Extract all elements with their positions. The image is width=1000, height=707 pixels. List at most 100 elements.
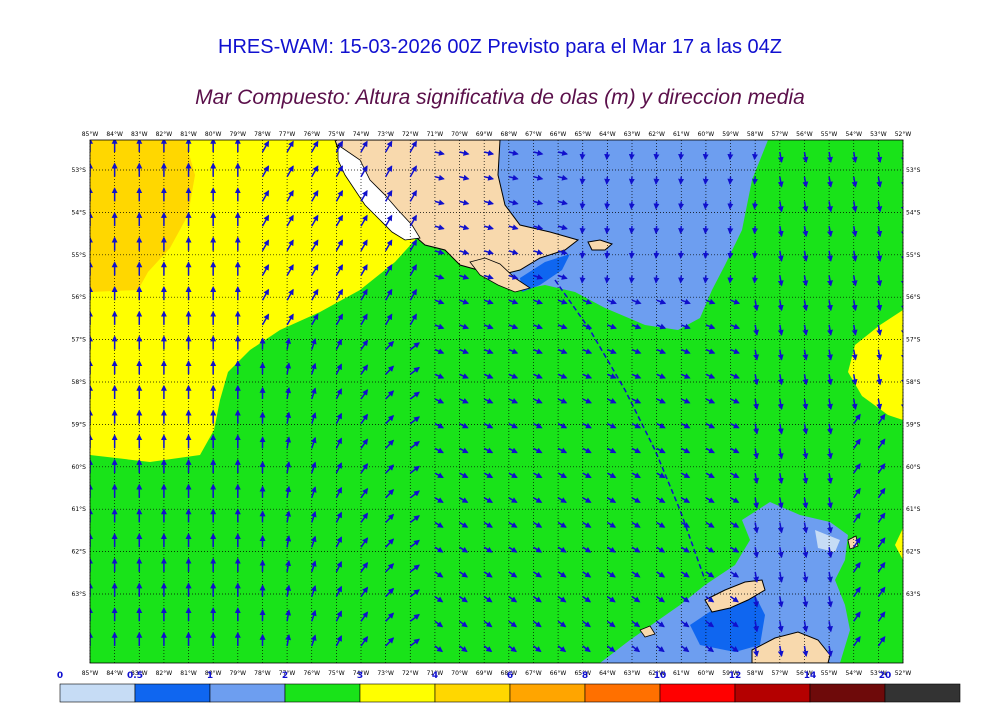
wave-direction-arrow xyxy=(607,348,617,354)
legend-label: 4 xyxy=(432,671,438,681)
wave-direction-arrow xyxy=(727,201,734,210)
longitude-label: 81°W xyxy=(180,131,197,138)
wave-direction-arrow xyxy=(730,323,741,330)
wave-direction-arrow xyxy=(508,249,519,255)
wave-direction-arrow xyxy=(385,439,395,449)
wave-direction-arrow xyxy=(384,140,393,153)
latitude-label: 60°S xyxy=(72,464,87,471)
wave-direction-arrow xyxy=(606,521,617,528)
land-antarctic-peninsula xyxy=(751,631,831,663)
longitude-label: 55°W xyxy=(821,670,838,677)
wave-direction-arrow xyxy=(582,645,591,653)
longitude-labels-top: 85°W 84°W 83°W 82°W 81°W 80°W 79°W 78°W 77°W 76°W… xyxy=(82,131,912,138)
wave-direction-arrow xyxy=(533,373,543,379)
wave-direction-arrow xyxy=(459,149,470,156)
wave-direction-arrow xyxy=(285,411,292,424)
wave-direction-arrow xyxy=(484,149,495,156)
wave-direction-arrow xyxy=(653,250,660,259)
wave-direction-arrow xyxy=(533,174,544,181)
wave-direction-arrow xyxy=(702,201,709,210)
wave-direction-arrow xyxy=(311,239,319,252)
wave-direction-arrow xyxy=(360,512,369,523)
wave-direction-arrow xyxy=(777,374,784,386)
wave-direction-arrow xyxy=(604,226,611,235)
wave-direction-arrow xyxy=(853,438,861,449)
wave-direction-arrow xyxy=(853,537,861,548)
wave-direction-arrow xyxy=(730,497,740,503)
wave-direction-arrow xyxy=(459,571,469,578)
wave-direction-arrow xyxy=(508,298,519,305)
wave-direction-arrow xyxy=(579,201,586,210)
wave-direction-arrow xyxy=(533,348,543,354)
wave-direction-arrow xyxy=(286,214,294,227)
wave-direction-arrow xyxy=(753,349,760,361)
wave-direction-arrow xyxy=(853,512,861,523)
wave-direction-arrow xyxy=(705,620,715,628)
wave-direction-arrow xyxy=(582,546,592,553)
wave-direction-arrow xyxy=(582,298,593,305)
wave-direction-arrow xyxy=(802,423,809,435)
wave-direction-arrow xyxy=(705,447,715,454)
wave-direction-arrow xyxy=(533,447,543,454)
wave-direction-arrow xyxy=(678,250,685,259)
wave-direction-arrow xyxy=(582,447,592,454)
wave-direction-arrow xyxy=(753,547,760,559)
longitude-label: 73°W xyxy=(377,670,394,677)
wave-direction-arrow xyxy=(557,472,568,479)
wave-direction-arrow xyxy=(730,422,740,429)
wave-direction-arrow xyxy=(533,298,544,305)
wave-direction-arrow xyxy=(385,587,395,598)
wave-direction-arrow xyxy=(705,645,715,653)
wave-direction-arrow xyxy=(705,546,715,553)
wave-direction-arrow xyxy=(730,620,739,628)
latitude-label: 55°S xyxy=(906,252,921,259)
wave-direction-arrow xyxy=(802,176,809,188)
wave-direction-arrow xyxy=(434,398,445,404)
wave-direction-arrow xyxy=(483,323,494,330)
wave-direction-arrow xyxy=(557,348,568,354)
map-field xyxy=(90,140,903,663)
longitude-label: 82°W xyxy=(156,670,173,677)
wave-direction-arrow xyxy=(335,561,342,573)
wave-direction-arrow xyxy=(876,201,883,213)
longitude-label: 61°W xyxy=(673,131,690,138)
wave-direction-arrow xyxy=(533,149,544,156)
wave-direction-arrow xyxy=(628,226,635,235)
wave-direction-arrow xyxy=(902,644,903,646)
wave-direction-arrow xyxy=(851,398,858,411)
longitude-label: 67°W xyxy=(525,131,542,138)
wave-direction-arrow xyxy=(902,570,903,572)
wave-direction-arrow xyxy=(459,348,469,354)
wave-direction-arrow xyxy=(311,264,319,276)
legend-label: 14 xyxy=(804,671,817,681)
wave-direction-arrow xyxy=(705,571,715,578)
legend-swatch xyxy=(134,683,211,703)
wave-direction-arrow xyxy=(286,313,294,326)
legend-label: 1 xyxy=(207,671,213,681)
wave-direction-arrow xyxy=(533,521,543,528)
wave-direction-arrow xyxy=(680,373,691,379)
wave-direction-arrow xyxy=(434,645,444,653)
wave-direction-arrow xyxy=(827,547,833,559)
wave-direction-arrow xyxy=(483,595,493,603)
wave-direction-arrow xyxy=(360,189,368,202)
wave-direction-arrow xyxy=(483,645,493,653)
wave-direction-arrow xyxy=(360,339,369,351)
longitude-label: 72°W xyxy=(402,670,419,677)
wave-direction-arrow xyxy=(876,374,883,386)
wave-direction-arrow xyxy=(557,571,567,578)
wave-direction-arrow xyxy=(459,373,469,379)
wave-direction-arrow xyxy=(827,300,833,312)
wave-direction-arrow xyxy=(631,348,642,354)
wave-direction-arrow xyxy=(727,226,734,235)
longitude-label: 60°W xyxy=(698,131,715,138)
wave-direction-arrow xyxy=(827,645,833,658)
wave-direction-arrow xyxy=(385,365,395,375)
wave-direction-arrow xyxy=(656,398,666,404)
wave-direction-arrow xyxy=(877,537,886,548)
longitude-label: 83°W xyxy=(131,670,148,677)
wave-direction-arrow xyxy=(753,324,760,336)
wave-direction-arrow xyxy=(483,348,494,354)
wave-direction-arrow xyxy=(827,176,833,188)
wave-direction-arrow xyxy=(459,595,468,603)
